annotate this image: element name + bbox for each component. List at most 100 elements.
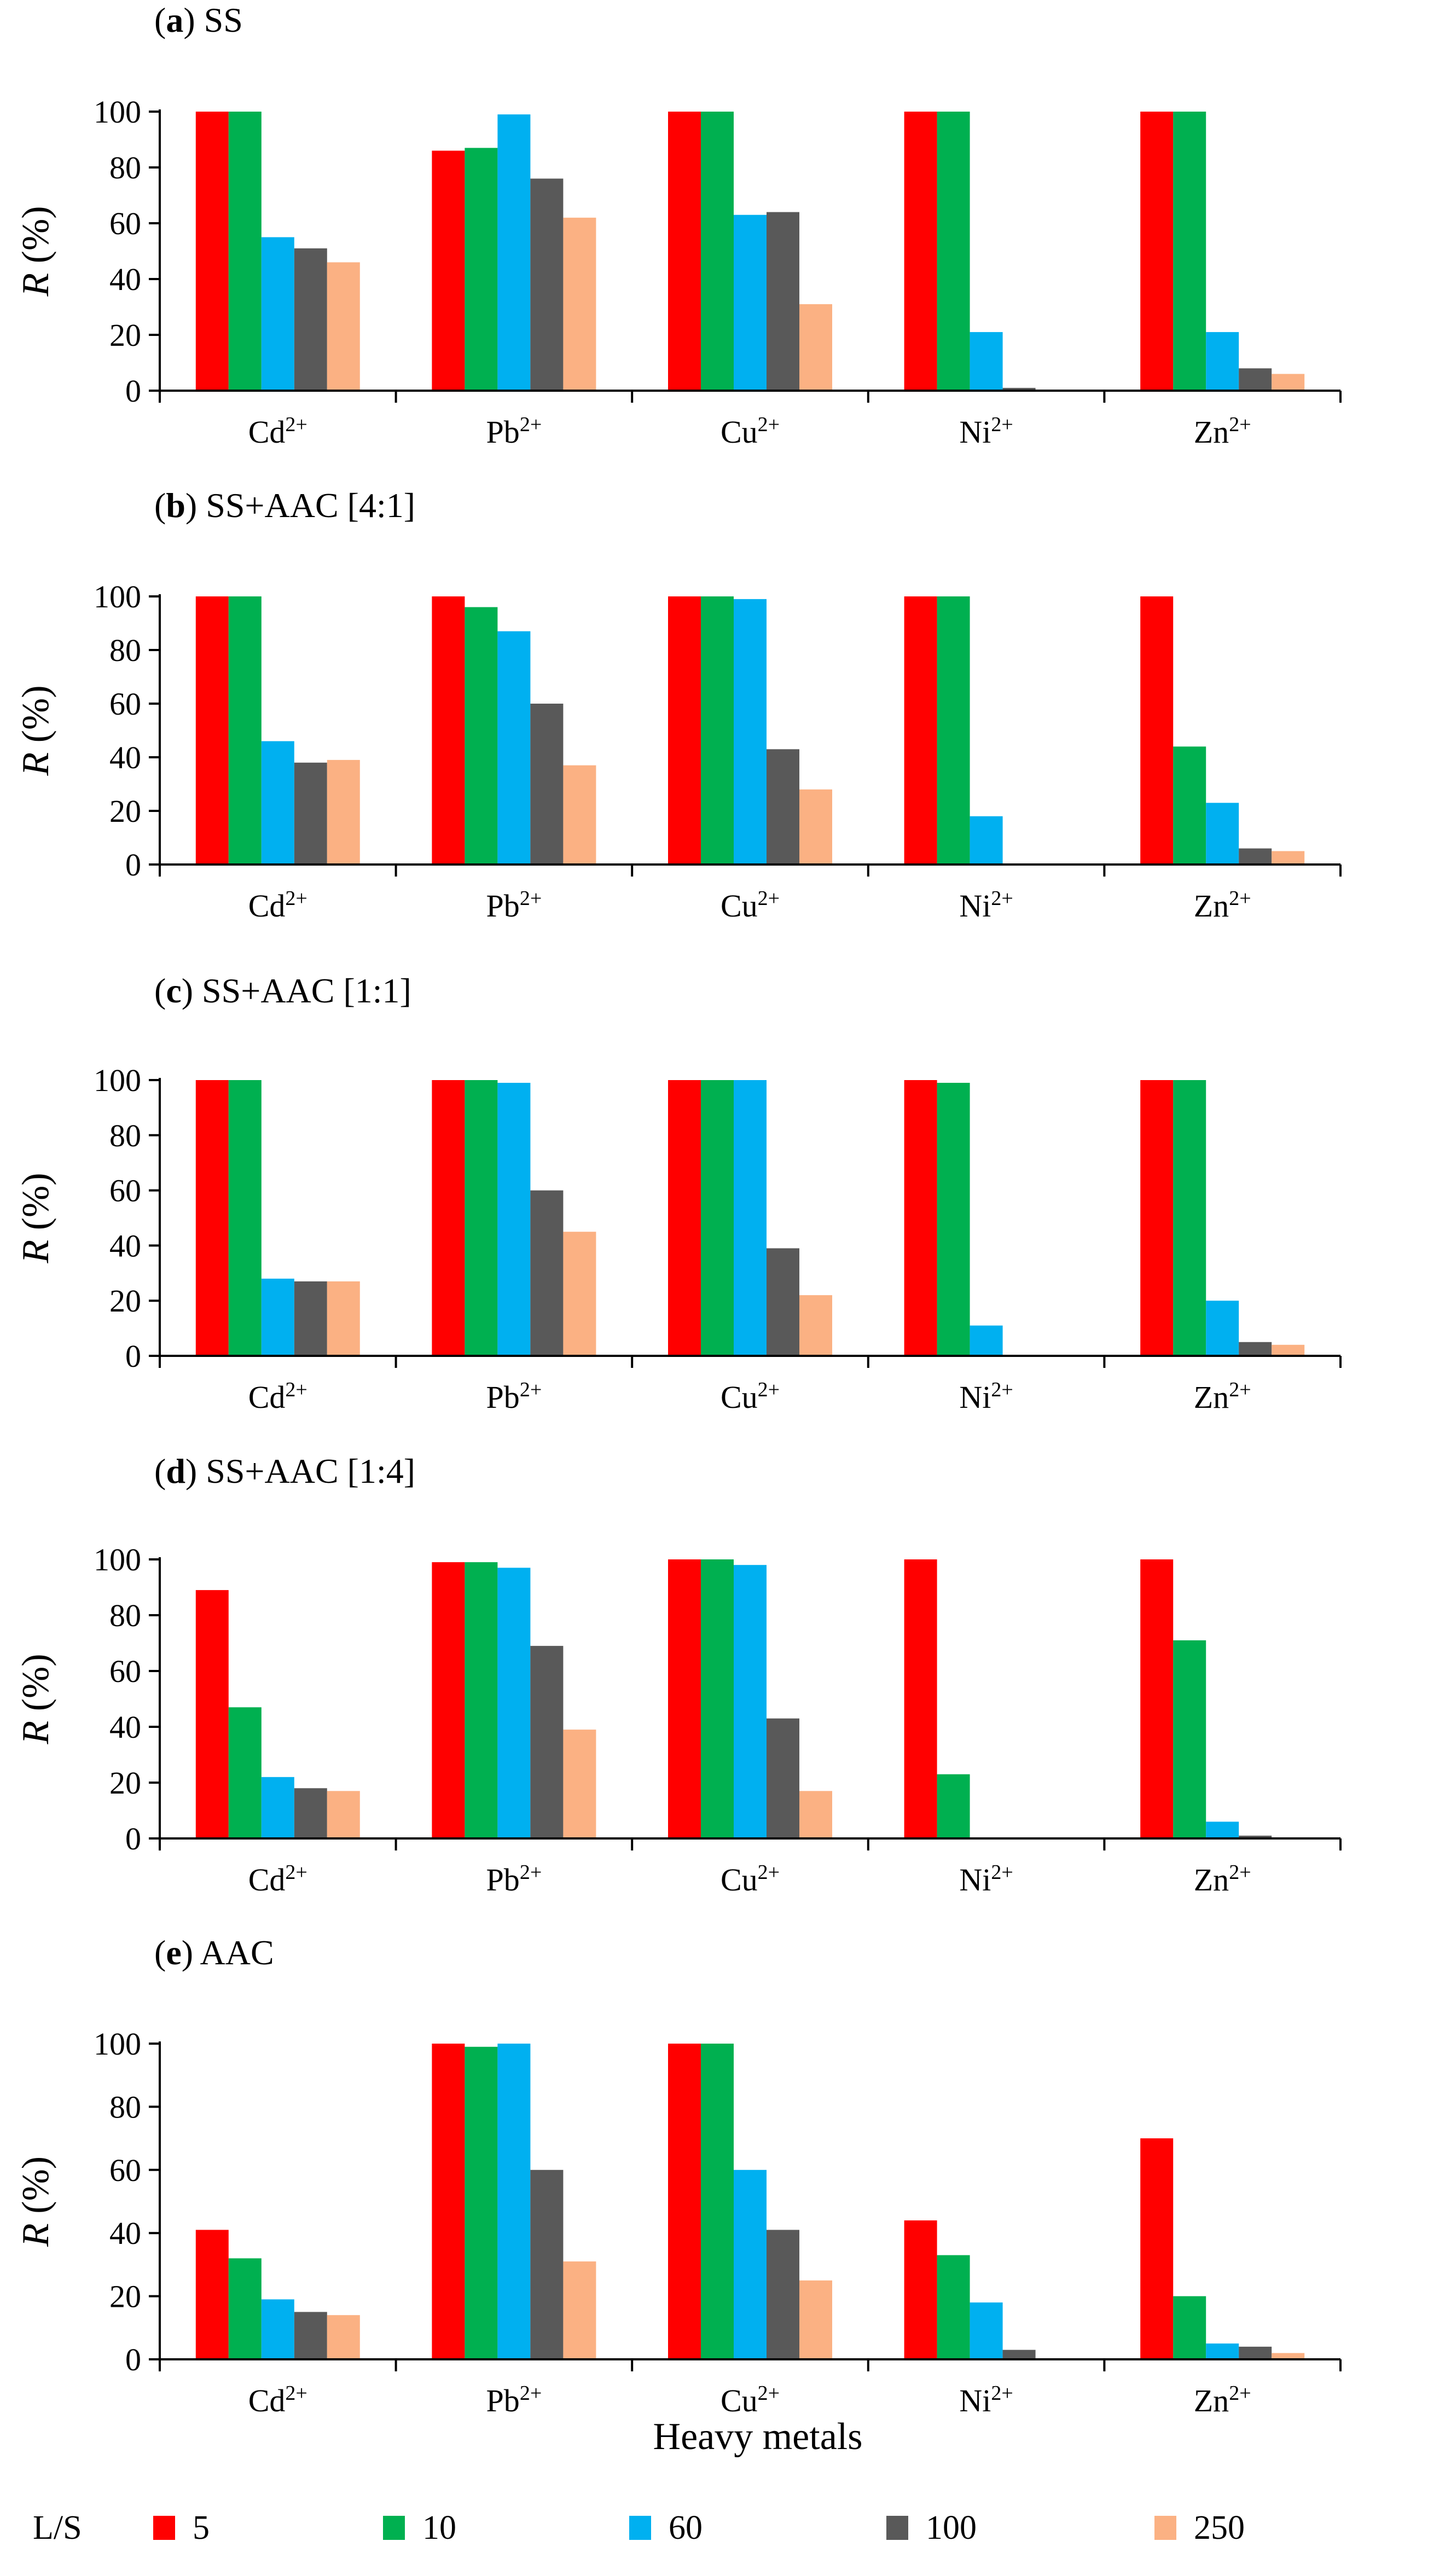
bar-b-cu-ls10	[701, 596, 734, 865]
x-tick-label-base: Cu	[721, 2383, 758, 2418]
y-tick-label: 100	[94, 1542, 141, 1577]
bar-a-zn-ls5	[1140, 112, 1174, 391]
bar-c-zn-ls250	[1272, 1344, 1305, 1356]
bar-b-cu-ls100	[767, 749, 799, 865]
y-tick-label: 40	[109, 262, 141, 297]
bar-a-zn-ls250	[1272, 374, 1305, 391]
panel-title: (e) AAC	[154, 1933, 274, 1972]
y-tick-label: 100	[94, 579, 141, 614]
y-axis-label-unit: (%)	[15, 1173, 57, 1239]
bar-c-cu-ls10	[701, 1080, 734, 1356]
bar-d-pb-ls5	[432, 1562, 465, 1838]
legend-label-ls250: 250	[1194, 2509, 1245, 2546]
x-tick-label-charge: 2+	[991, 1378, 1013, 1401]
bar-e-cd-ls60	[261, 2299, 294, 2359]
bar-c-cd-ls250	[327, 1281, 360, 1356]
panel-title: (c) SS+AAC [1:1]	[154, 971, 411, 1010]
x-tick-label-charge: 2+	[520, 1378, 542, 1401]
bar-b-cu-ls60	[734, 599, 767, 865]
x-tick-label-charge: 2+	[1229, 1861, 1251, 1884]
x-tick-label: Ni2+	[959, 2382, 1013, 2418]
bar-e-cd-ls10	[228, 2258, 262, 2359]
bar-a-cd-ls100	[294, 248, 327, 391]
panel-title-paren-close: )	[185, 1452, 206, 1490]
bar-b-cu-ls250	[799, 789, 832, 865]
y-tick-label: 20	[109, 317, 141, 353]
x-tick-label-base: Cd	[248, 414, 286, 450]
panel-title-paren-close: )	[185, 486, 206, 525]
bar-b-cd-ls10	[228, 596, 262, 865]
bar-d-cu-ls250	[799, 1791, 832, 1838]
x-tick-label-base: Cu	[721, 1379, 758, 1415]
y-tick-label: 20	[109, 1765, 141, 1801]
bar-e-pb-ls60	[497, 2044, 531, 2359]
bar-c-cu-ls100	[767, 1248, 799, 1356]
y-tick-label: 80	[109, 633, 141, 668]
bar-c-ni-ls5	[904, 1080, 937, 1356]
x-tick-label-charge: 2+	[991, 1861, 1013, 1884]
y-tick-label: 80	[109, 2089, 141, 2125]
y-axis-label: R (%)	[15, 685, 57, 776]
x-tick-label-base: Cu	[721, 888, 758, 924]
bar-b-pb-ls5	[432, 596, 465, 865]
x-tick-label: Cd2+	[248, 413, 307, 450]
bar-d-zn-ls60	[1206, 1821, 1239, 1838]
bar-e-zn-ls10	[1173, 2296, 1206, 2359]
bar-b-cd-ls100	[294, 762, 327, 865]
x-tick-label-base: Ni	[959, 414, 991, 450]
y-axis-label-symbol: R	[15, 1240, 57, 1264]
bar-a-pb-ls10	[465, 148, 498, 391]
x-tick-label-charge: 2+	[285, 1861, 307, 1884]
y-tick-label: 20	[109, 1283, 141, 1319]
x-tick-label-charge: 2+	[1229, 2382, 1251, 2405]
x-tick-label-base: Cu	[721, 414, 758, 450]
bar-d-cd-ls5	[195, 1590, 229, 1838]
x-tick-label-base: Zn	[1194, 2383, 1229, 2418]
x-tick-label-base: Cd	[248, 1379, 286, 1415]
bar-a-cd-ls10	[228, 112, 262, 391]
x-tick-label: Cu2+	[721, 1378, 780, 1415]
x-tick-label-base: Pb	[486, 1379, 520, 1415]
bar-a-ni-ls60	[970, 332, 1003, 391]
x-tick-label-base: Cd	[248, 2383, 286, 2418]
bar-b-pb-ls10	[465, 607, 498, 865]
bar-c-cu-ls250	[799, 1295, 832, 1356]
x-tick-label-charge: 2+	[758, 2382, 780, 2405]
x-tick-label-charge: 2+	[520, 887, 542, 910]
bar-a-cd-ls250	[327, 262, 360, 391]
panel-title-text: SS+AAC [1:4]	[206, 1452, 415, 1490]
y-tick-label: 40	[109, 1709, 141, 1745]
bar-b-ni-ls60	[970, 816, 1003, 865]
legend-swatch-ls10	[383, 2516, 405, 2540]
bar-d-zn-ls5	[1140, 1559, 1174, 1838]
chart-panel-c: (c) SS+AAC [1:1]Cd2+ Pb2+ Cu2+ Ni2+ Zn2+0204…	[15, 971, 1342, 1415]
x-tick-label: Pb2+	[486, 1378, 542, 1415]
bar-c-pb-ls5	[432, 1080, 465, 1356]
bar-a-cu-ls100	[767, 212, 799, 391]
bar-d-cu-ls60	[734, 1565, 767, 1838]
y-tick-label: 20	[109, 2279, 141, 2314]
x-tick-label-base: Zn	[1194, 1862, 1229, 1898]
x-tick-label: Cu2+	[721, 887, 780, 924]
bar-d-pb-ls10	[465, 1562, 498, 1838]
bar-c-pb-ls250	[563, 1232, 596, 1356]
y-tick-label: 40	[109, 2215, 141, 2251]
bar-e-cd-ls5	[195, 2230, 229, 2359]
x-tick-label-base: Pb	[486, 888, 520, 924]
panel-letter: c	[166, 971, 181, 1010]
panel-letter: b	[166, 486, 185, 525]
x-tick-label-base: Cd	[248, 888, 286, 924]
bar-d-ni-ls5	[904, 1559, 937, 1838]
x-tick-label-base: Zn	[1194, 414, 1229, 450]
x-tick-label-charge: 2+	[758, 413, 780, 436]
y-axis-label-unit: (%)	[15, 1653, 57, 1720]
x-tick-label: Cd2+	[248, 1378, 307, 1415]
y-tick-label: 60	[109, 206, 141, 241]
bar-c-cd-ls10	[228, 1080, 262, 1356]
y-tick-label: 0	[125, 1338, 141, 1374]
x-tick-label-base: Zn	[1194, 888, 1229, 924]
legend-label-ls100: 100	[926, 2509, 977, 2546]
y-tick-label: 0	[125, 847, 141, 883]
bar-c-zn-ls100	[1239, 1342, 1272, 1356]
